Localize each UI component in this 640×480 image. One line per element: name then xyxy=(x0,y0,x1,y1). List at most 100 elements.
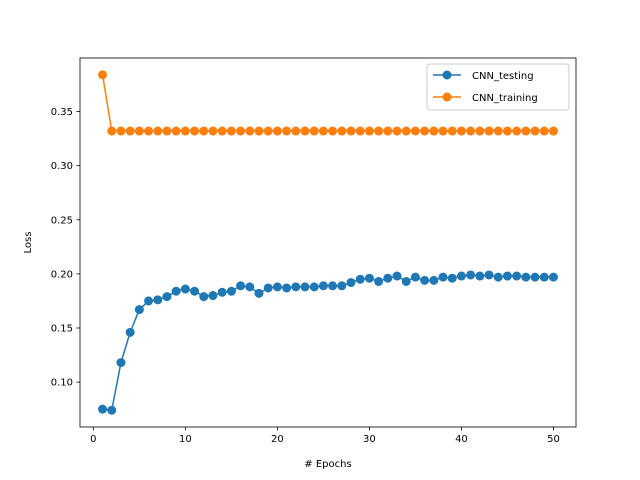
data-point-CNN_testing-34 xyxy=(401,276,411,286)
y-tick-label: 0.30 xyxy=(51,161,73,172)
data-point-CNN_training-1 xyxy=(98,70,108,80)
x-tick-label: 0 xyxy=(90,434,96,445)
plot-frame xyxy=(79,57,577,428)
legend-swatch-marker xyxy=(442,70,452,80)
x-tick-label: 50 xyxy=(547,434,560,445)
data-point-CNN_training-20 xyxy=(272,126,282,136)
data-point-CNN_training-8 xyxy=(162,126,172,136)
data-point-CNN_training-13 xyxy=(208,126,218,136)
data-point-CNN_testing-12 xyxy=(199,292,209,302)
x-axis-ticks: 0 10 20 30 40 50 xyxy=(90,427,560,445)
data-point-CNN_testing-45 xyxy=(502,271,512,281)
data-point-CNN_training-11 xyxy=(190,126,200,136)
data-point-CNN_testing-7 xyxy=(153,295,163,305)
data-point-CNN_training-5 xyxy=(134,126,144,136)
data-point-CNN_testing-5 xyxy=(134,305,144,315)
data-point-CNN_training-36 xyxy=(420,126,430,136)
data-point-CNN_training-17 xyxy=(245,126,255,136)
data-point-CNN_testing-44 xyxy=(493,272,503,282)
data-point-CNN_training-38 xyxy=(438,126,448,136)
data-point-CNN_testing-25 xyxy=(318,281,328,291)
data-point-CNN_testing-29 xyxy=(355,274,365,284)
y-tick-label: 0.15 xyxy=(51,323,73,334)
data-point-CNN_testing-37 xyxy=(429,275,439,285)
data-point-CNN_training-45 xyxy=(502,126,512,136)
data-point-CNN_training-6 xyxy=(144,126,154,136)
data-point-CNN_training-43 xyxy=(484,126,494,136)
data-point-CNN_training-3 xyxy=(116,126,126,136)
legend: CNN_testing CNN_training xyxy=(426,63,570,111)
data-point-CNN_testing-38 xyxy=(438,272,448,282)
data-point-CNN_testing-10 xyxy=(180,284,190,294)
data-point-CNN_testing-41 xyxy=(466,270,476,280)
data-point-CNN_training-41 xyxy=(466,126,476,136)
legend-box xyxy=(426,63,570,111)
data-point-CNN_testing-22 xyxy=(291,282,301,292)
x-tick-label: 20 xyxy=(271,434,284,445)
legend-label: CNN_testing xyxy=(472,71,534,82)
data-point-CNN_testing-19 xyxy=(263,283,273,293)
data-point-CNN_testing-3 xyxy=(116,358,126,368)
legend-swatch-marker xyxy=(442,92,452,102)
data-point-CNN_training-30 xyxy=(364,126,374,136)
y-axis-label: Loss xyxy=(23,232,34,254)
data-point-CNN_testing-20 xyxy=(272,282,282,292)
legend-item-CNN_training: CNN_training xyxy=(433,92,538,104)
data-point-CNN_training-25 xyxy=(318,126,328,136)
data-point-CNN_testing-31 xyxy=(374,276,384,286)
data-point-CNN_training-49 xyxy=(539,126,549,136)
y-tick-label: 0.20 xyxy=(51,269,73,280)
x-axis-label: # Epochs xyxy=(304,459,351,470)
data-point-CNN_testing-32 xyxy=(383,273,393,283)
data-point-CNN_training-46 xyxy=(512,126,522,136)
data-point-CNN_testing-8 xyxy=(162,292,172,302)
y-axis-ticks: 0.10 0.15 0.20 0.25 0.30 0.35 xyxy=(51,107,80,389)
data-point-CNN_testing-48 xyxy=(530,272,540,282)
data-point-CNN_testing-26 xyxy=(328,281,338,291)
data-point-CNN_testing-21 xyxy=(282,283,292,293)
data-point-CNN_training-47 xyxy=(521,126,531,136)
data-point-CNN_testing-42 xyxy=(475,271,485,281)
data-point-CNN_training-2 xyxy=(107,126,117,136)
data-point-CNN_training-34 xyxy=(401,126,411,136)
data-point-CNN_testing-46 xyxy=(512,271,522,281)
series-CNN_testing xyxy=(98,270,558,415)
data-point-CNN_testing-14 xyxy=(217,287,227,297)
data-point-CNN_training-19 xyxy=(263,126,273,136)
data-point-CNN_training-35 xyxy=(410,126,420,136)
x-tick-label: 40 xyxy=(455,434,468,445)
data-point-CNN_training-16 xyxy=(236,126,246,136)
data-point-CNN_testing-6 xyxy=(144,296,154,306)
legend-item-CNN_testing: CNN_testing xyxy=(433,70,534,82)
data-point-CNN_training-28 xyxy=(346,126,356,136)
data-point-CNN_training-18 xyxy=(254,126,264,136)
data-point-CNN_training-32 xyxy=(383,126,393,136)
data-point-CNN_testing-50 xyxy=(548,272,558,282)
data-point-CNN_training-15 xyxy=(226,126,236,136)
data-point-CNN_training-50 xyxy=(548,126,558,136)
axes-layer xyxy=(79,57,577,428)
data-point-CNN_training-24 xyxy=(309,126,319,136)
data-point-CNN_testing-43 xyxy=(484,270,494,280)
data-point-CNN_testing-28 xyxy=(346,278,356,288)
data-point-CNN_testing-33 xyxy=(392,271,402,281)
data-point-CNN_testing-17 xyxy=(245,282,255,292)
data-point-CNN_testing-40 xyxy=(456,271,466,281)
data-point-CNN_training-26 xyxy=(328,126,338,136)
series-CNN_training xyxy=(98,70,558,136)
data-point-CNN_training-37 xyxy=(429,126,439,136)
data-point-CNN_training-23 xyxy=(300,126,310,136)
data-point-CNN_training-22 xyxy=(291,126,301,136)
data-point-CNN_training-12 xyxy=(199,126,209,136)
data-point-CNN_training-27 xyxy=(337,126,347,136)
x-tick-label: 30 xyxy=(363,434,376,445)
x-tick-label: 10 xyxy=(179,434,192,445)
series-layer xyxy=(98,70,558,415)
data-point-CNN_testing-35 xyxy=(410,272,420,282)
data-point-CNN_training-39 xyxy=(447,126,457,136)
y-tick-label: 0.25 xyxy=(51,215,73,226)
data-point-CNN_training-10 xyxy=(180,126,190,136)
data-point-CNN_testing-30 xyxy=(364,273,374,283)
data-point-CNN_testing-49 xyxy=(539,272,549,282)
data-point-CNN_training-44 xyxy=(493,126,503,136)
